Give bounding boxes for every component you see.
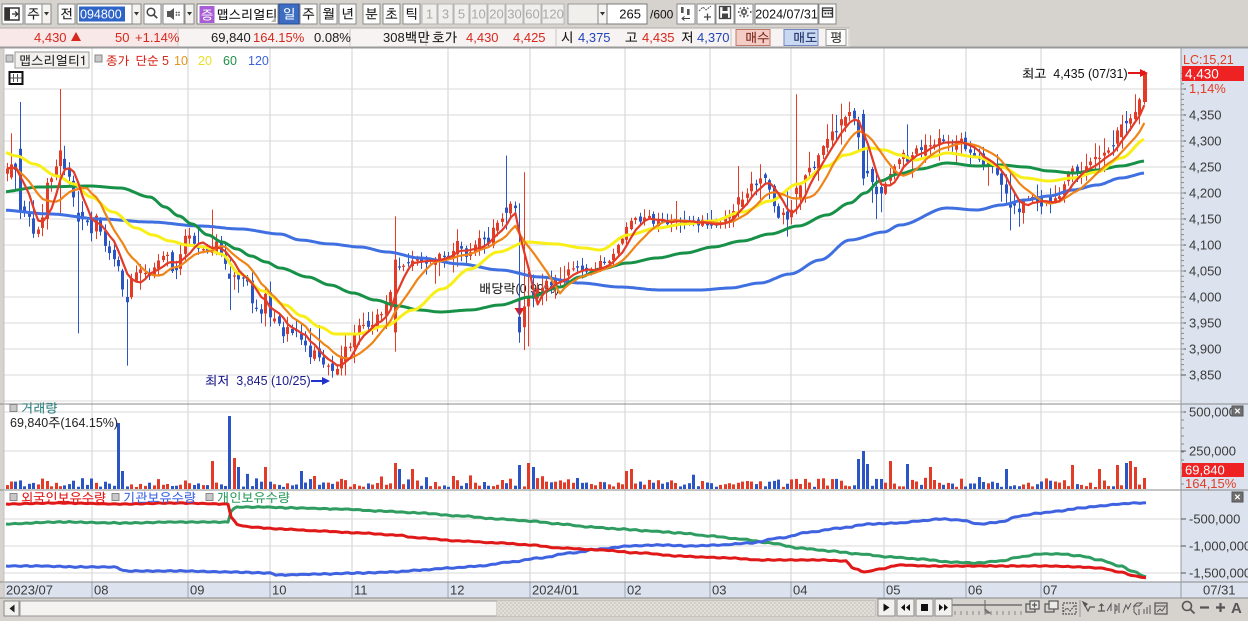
- svg-text:3: 3: [442, 7, 449, 22]
- svg-text:120: 120: [248, 54, 269, 68]
- svg-text:4,100: 4,100: [1189, 238, 1222, 253]
- svg-text:60: 60: [525, 7, 539, 22]
- svg-text:3,950: 3,950: [1189, 316, 1222, 331]
- svg-text:4,300: 4,300: [1189, 134, 1222, 149]
- svg-text:07/31: 07/31: [1203, 583, 1236, 598]
- svg-text:4,200: 4,200: [1189, 186, 1222, 201]
- svg-text:30: 30: [507, 7, 521, 22]
- svg-text:4,250: 4,250: [1189, 160, 1222, 175]
- svg-text:06: 06: [968, 583, 982, 598]
- svg-text:A: A: [1231, 600, 1242, 617]
- svg-text:11: 11: [354, 583, 368, 598]
- svg-text:69,840: 69,840: [1185, 463, 1225, 478]
- svg-text:4,050: 4,050: [1189, 264, 1222, 279]
- svg-text:+1.14%: +1.14%: [135, 30, 180, 45]
- svg-text:2023/07: 2023/07: [6, 583, 53, 598]
- svg-text:60: 60: [223, 54, 237, 68]
- svg-text:4,425: 4,425: [513, 30, 546, 45]
- svg-text:308: 308: [383, 30, 405, 45]
- svg-text:4,150: 4,150: [1189, 212, 1222, 227]
- svg-text:4,430: 4,430: [466, 30, 499, 45]
- svg-text:12: 12: [450, 583, 464, 598]
- svg-text:4,430: 4,430: [34, 30, 67, 45]
- svg-text:250,000: 250,000: [1189, 444, 1236, 459]
- svg-text:10: 10: [471, 7, 485, 22]
- svg-text:4,435: 4,435: [642, 30, 675, 45]
- svg-text:265: 265: [619, 7, 641, 22]
- svg-text:LC:15,21: LC:15,21: [1183, 53, 1234, 67]
- svg-text:-500,000: -500,000: [1189, 512, 1240, 527]
- svg-text:4,370: 4,370: [697, 30, 730, 45]
- svg-text:5: 5: [162, 54, 169, 68]
- svg-text:2024/07/31: 2024/07/31: [755, 8, 818, 22]
- svg-text:50: 50: [115, 30, 129, 45]
- svg-text:2024/01: 2024/01: [532, 583, 579, 598]
- svg-text:1,14%: 1,14%: [1189, 81, 1226, 96]
- svg-text:3,900: 3,900: [1189, 342, 1222, 357]
- svg-text:4,000: 4,000: [1189, 290, 1222, 305]
- svg-text:/600: /600: [650, 8, 674, 22]
- svg-text:10: 10: [174, 54, 188, 68]
- svg-text:4,350: 4,350: [1189, 108, 1222, 123]
- svg-text:08: 08: [94, 583, 108, 598]
- svg-text:69,840: 69,840: [211, 30, 251, 45]
- svg-text:20: 20: [489, 7, 503, 22]
- svg-text:3,850: 3,850: [1189, 368, 1222, 383]
- svg-text:164,15%: 164,15%: [1185, 476, 1237, 491]
- svg-text:03: 03: [712, 583, 726, 598]
- svg-text:120: 120: [542, 7, 564, 22]
- svg-text:-1,000,000: -1,000,000: [1189, 539, 1248, 554]
- svg-text:5: 5: [458, 7, 465, 22]
- svg-text:4,430: 4,430: [1185, 67, 1219, 82]
- svg-text:4,375: 4,375: [578, 30, 611, 45]
- svg-text:4,435 (07/31): 4,435 (07/31): [1046, 67, 1127, 81]
- svg-text:0.08%: 0.08%: [314, 30, 351, 45]
- svg-text:1: 1: [426, 7, 433, 22]
- svg-text:07: 07: [1043, 583, 1057, 598]
- svg-text:3,845 (10/25): 3,845 (10/25): [229, 374, 310, 388]
- svg-text:04: 04: [793, 583, 807, 598]
- svg-text:10: 10: [272, 583, 286, 598]
- svg-text:094800: 094800: [80, 8, 122, 22]
- svg-text:(164.15%): (164.15%): [60, 416, 118, 430]
- svg-text:164.15%: 164.15%: [253, 30, 305, 45]
- svg-text:20: 20: [198, 54, 212, 68]
- svg-text:05: 05: [886, 583, 900, 598]
- svg-text:02: 02: [627, 583, 641, 598]
- svg-text:-1,500,000: -1,500,000: [1189, 566, 1248, 581]
- svg-text:500,000: 500,000: [1189, 405, 1236, 420]
- svg-text:09: 09: [190, 583, 204, 598]
- svg-text:69,840: 69,840: [10, 416, 48, 430]
